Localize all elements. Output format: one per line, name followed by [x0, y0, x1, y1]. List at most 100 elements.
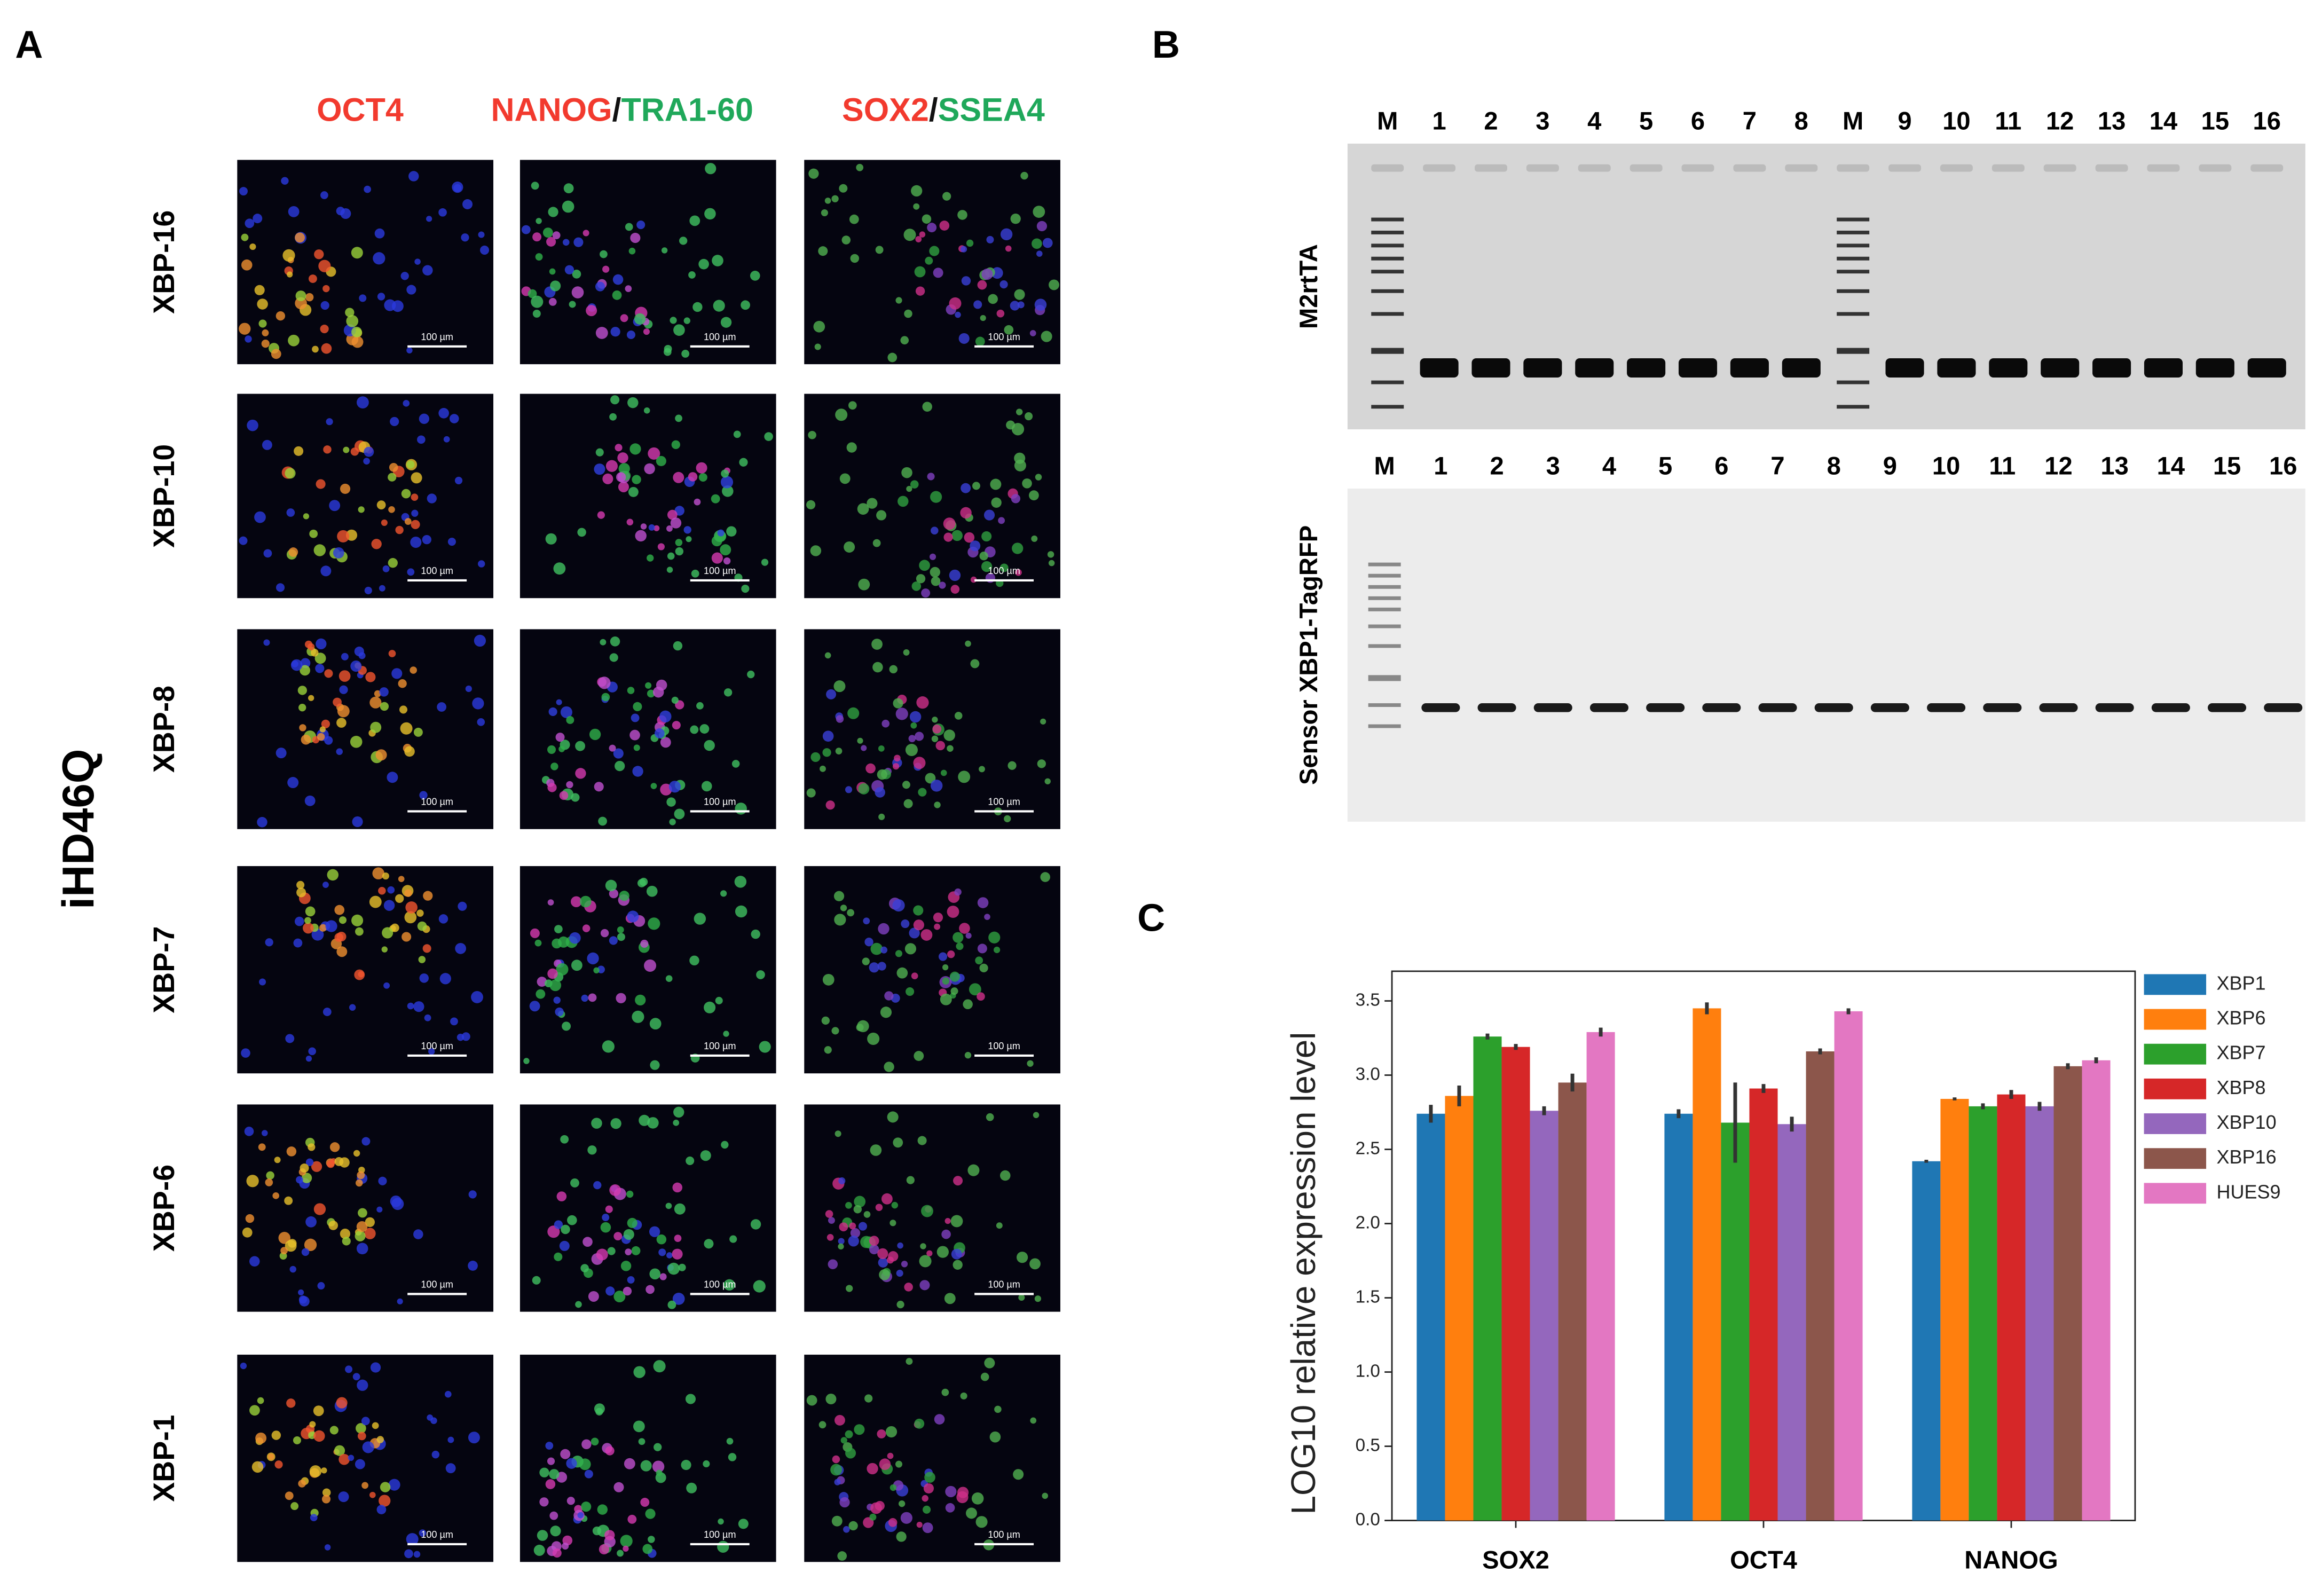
gel-well	[1630, 164, 1663, 172]
cell	[999, 280, 1008, 289]
bar	[1749, 1088, 1778, 1521]
cell	[334, 905, 345, 915]
cell	[1034, 298, 1047, 311]
cell	[629, 729, 640, 741]
cell	[455, 942, 467, 954]
cell	[721, 469, 729, 478]
cell	[623, 1286, 632, 1296]
cell	[561, 1224, 570, 1235]
cell	[593, 967, 600, 973]
cell	[305, 906, 316, 917]
cell	[942, 977, 950, 985]
cell	[595, 281, 605, 292]
cell	[296, 880, 305, 889]
cell	[761, 559, 769, 566]
cell	[305, 1158, 314, 1166]
cell	[345, 1365, 353, 1373]
cell	[349, 1004, 356, 1011]
cell	[609, 744, 616, 752]
cell	[658, 1248, 666, 1256]
gel	[1347, 489, 2305, 822]
cell	[672, 1182, 683, 1193]
cell	[666, 525, 673, 532]
cell	[566, 1497, 575, 1505]
cell	[944, 1293, 956, 1304]
cell	[418, 956, 426, 963]
cell	[844, 541, 855, 553]
cell	[891, 1201, 899, 1209]
cell	[599, 1544, 609, 1555]
cell	[892, 899, 905, 912]
cell	[324, 736, 333, 745]
ladder-band	[1371, 243, 1404, 248]
cell	[407, 1002, 414, 1010]
cell	[570, 896, 582, 908]
cell	[411, 472, 422, 484]
gel-band	[1983, 703, 2022, 712]
cell	[853, 1205, 862, 1214]
cell	[822, 973, 835, 986]
cell	[869, 1244, 879, 1255]
cell	[675, 539, 683, 546]
cell	[416, 909, 424, 917]
gel-band	[1421, 703, 1460, 712]
cell	[647, 554, 654, 562]
cell	[271, 1430, 281, 1440]
micrograph	[237, 866, 493, 1074]
cell	[831, 1515, 843, 1527]
bar	[1721, 1122, 1750, 1521]
cell	[870, 942, 883, 955]
cell	[949, 569, 961, 581]
cell	[996, 1222, 1003, 1229]
y-tick-label: 3.0	[1356, 1064, 1380, 1084]
cell	[387, 886, 395, 894]
cell	[477, 718, 485, 726]
micrograph	[237, 160, 493, 365]
cell	[414, 258, 421, 265]
cell	[552, 1548, 562, 1558]
cell	[914, 266, 926, 278]
cell	[1034, 1295, 1041, 1302]
cell	[667, 552, 675, 560]
cell	[339, 685, 348, 694]
cell	[887, 1111, 899, 1123]
cell	[286, 1398, 296, 1408]
cell	[717, 1540, 729, 1553]
cell	[723, 557, 731, 565]
group-label: iHD46Q	[53, 749, 103, 909]
cell	[930, 491, 942, 503]
cell	[892, 763, 900, 770]
micrograph-cells	[806, 639, 1051, 822]
cell	[877, 962, 886, 971]
cell	[922, 1495, 928, 1502]
micrograph	[804, 1355, 1060, 1562]
cell	[867, 1463, 878, 1475]
cell	[320, 191, 328, 199]
y-tick-label: 3.5	[1356, 990, 1380, 1010]
cell	[1020, 171, 1028, 180]
gel-band	[1927, 703, 1966, 712]
cell	[963, 999, 973, 1010]
cell	[831, 195, 839, 202]
gel-band	[2247, 358, 2286, 378]
cell	[447, 537, 456, 546]
cell	[478, 560, 485, 568]
cell	[554, 1252, 563, 1261]
cell	[929, 553, 936, 560]
cell	[967, 1164, 980, 1176]
cell	[893, 1137, 903, 1148]
cell	[304, 640, 313, 648]
cell	[428, 1048, 435, 1055]
cell	[297, 686, 307, 695]
cell	[357, 1432, 366, 1441]
cell	[648, 524, 655, 531]
cell	[267, 1453, 274, 1460]
cell	[1022, 478, 1032, 489]
cell	[950, 1215, 963, 1228]
gel-well	[1733, 164, 1766, 172]
cell	[627, 910, 639, 923]
cell	[1011, 423, 1025, 436]
cell	[877, 1429, 886, 1438]
cell	[854, 1424, 865, 1435]
